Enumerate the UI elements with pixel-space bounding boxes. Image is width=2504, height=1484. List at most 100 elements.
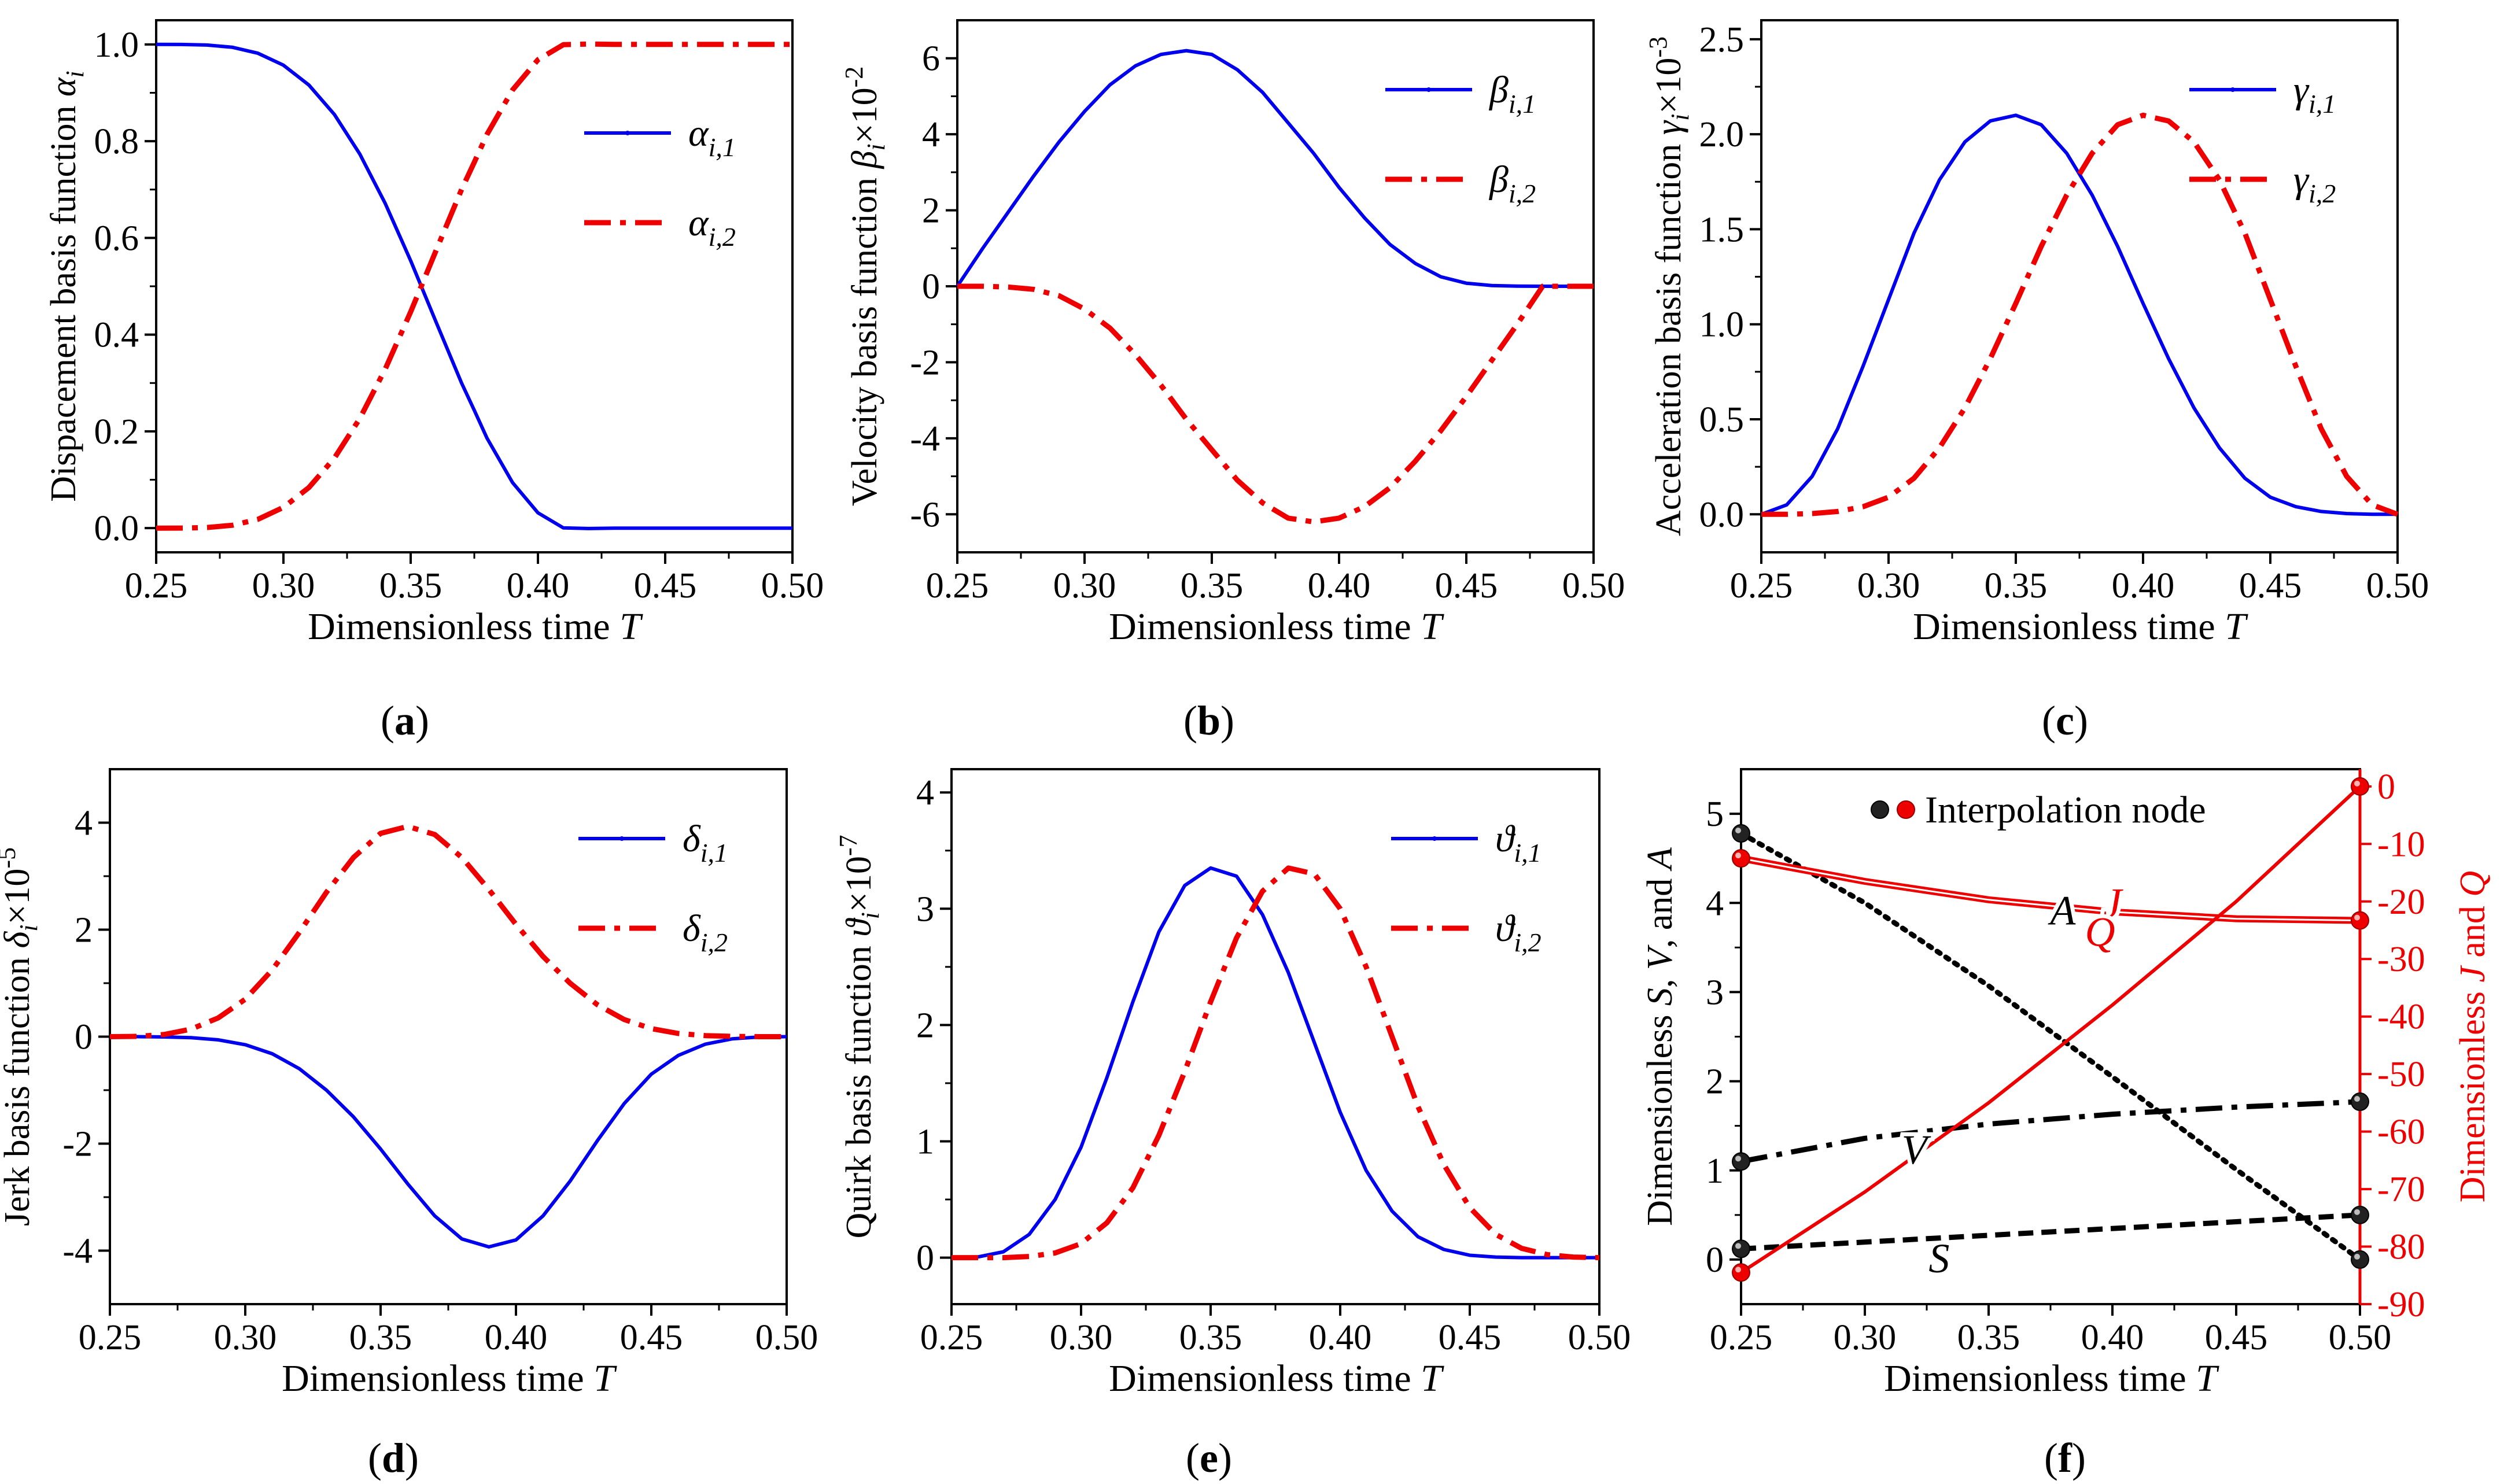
- x-tick-label: 0.30: [1834, 1318, 1897, 1357]
- chart-panel-d: 0.25 0.30 0.35 0.40 0.45 0.50 -4 -2 0 2 4 Dimension…: [0, 768, 818, 1481]
- interpolation-node: [1732, 1152, 1750, 1171]
- y-tick-label: 4: [1706, 884, 1724, 923]
- y-tick-label: 0.8: [94, 122, 139, 161]
- y-tick-label: 2.5: [1699, 20, 1745, 60]
- legend-label: ϑi,1: [1495, 818, 1542, 867]
- x-tick-label: 0.45: [1439, 1318, 1502, 1357]
- y-tick-label: 4: [922, 115, 940, 154]
- x-tick-label: 0.50: [755, 1318, 818, 1357]
- y-right-tick-label: -80: [2377, 1228, 2425, 1267]
- y-right-tick-label: 0: [2377, 767, 2395, 807]
- y-tick-label: 1.5: [1699, 210, 1745, 249]
- series-line-c-i-1: [1760, 113, 2398, 516]
- x-axis-label: Dimensionless time T: [1913, 606, 2248, 648]
- series-line-b-i-2: [957, 283, 1594, 525]
- y-right-tick-label: -70: [2377, 1170, 2425, 1209]
- interpolation-node: [1732, 1239, 1750, 1258]
- chart-panel-c: 0.25 0.30 0.35 0.40 0.45 0.50 0.0 0.5 1.0 1.5 2.0 2…: [1644, 19, 2429, 744]
- x-tick-label: 0.45: [2205, 1318, 2268, 1357]
- interpolation-node: [1732, 849, 1750, 868]
- y-right-tick-label: -90: [2377, 1285, 2425, 1324]
- x-tick-label: 0.50: [761, 566, 824, 606]
- series-line-d-i-1: [110, 1035, 787, 1249]
- x-tick-label: 0.35: [1181, 566, 1244, 606]
- x-tick-label: 0.25: [79, 1318, 142, 1357]
- legend-marker: [2230, 87, 2235, 92]
- y-tick-label: -2: [910, 343, 940, 382]
- y-tick-label: 0: [75, 1018, 93, 1057]
- legend-label: αi,2: [688, 202, 736, 252]
- y-tick-label: 0.2: [94, 412, 139, 452]
- x-tick-label: 0.50: [1562, 566, 1625, 606]
- y-tick-label: 0.0: [94, 509, 139, 548]
- legend-node-black: [1871, 800, 1889, 819]
- y-tick-label: 0: [922, 267, 940, 307]
- chart-panel-a: 0.25 0.30 0.35 0.40 0.45 0.50 0.0 0.2 0.4 0.6 0.8 1…: [44, 19, 824, 744]
- interpolation-node: [2351, 1092, 2369, 1112]
- y-tick-label: 4: [75, 804, 93, 843]
- legend-label: δi,1: [683, 818, 728, 867]
- y-tick-label: -6: [910, 495, 940, 534]
- x-axis-label: Dimensionless time T: [1884, 1357, 2219, 1400]
- x-tick-label: 0.40: [2112, 566, 2175, 606]
- y-axis-label: Quirk basis function ϑi×10-7: [834, 835, 884, 1238]
- series-line-a-i-2: [156, 41, 792, 531]
- x-tick-label: 0.50: [2329, 1318, 2392, 1357]
- legend-label: γi,1: [2293, 69, 2336, 119]
- y-right-tick-label: -50: [2377, 1055, 2425, 1094]
- plot-frame-a: [155, 19, 794, 553]
- x-tick-label: 0.35: [1957, 1318, 2020, 1357]
- y-tick-label: 0.4: [94, 316, 139, 355]
- legend-label: γi,2: [2293, 158, 2336, 208]
- y-tick-label: 2.0: [1699, 115, 1745, 154]
- interpolation-node: [1732, 1263, 1750, 1282]
- x-tick-label: 0.45: [2239, 566, 2302, 606]
- plot-frame-f: [1740, 768, 2361, 1305]
- interpolation-node: [2351, 777, 2369, 796]
- legend-marker: [1432, 836, 1437, 841]
- node-highlight: [1735, 1267, 1741, 1273]
- y-tick-label: 2: [916, 1006, 934, 1045]
- panel-caption-e: (e): [1186, 1435, 1232, 1481]
- legend-marker: [619, 836, 624, 841]
- legend-label: ϑi,2: [1495, 907, 1542, 957]
- legend-label: αi,1: [688, 112, 736, 162]
- node-highlight: [1735, 828, 1741, 833]
- y-tick-label: 2: [922, 191, 940, 231]
- x-tick-label: 0.30: [1857, 566, 1920, 606]
- node-highlight: [2354, 1253, 2360, 1260]
- y-tick-label: -4: [910, 419, 940, 459]
- interpolation-node: [2351, 1205, 2369, 1224]
- x-tick-label: 0.40: [2081, 1318, 2144, 1357]
- y-axis-label-left: Dimensionless S, V, and A: [1640, 847, 1680, 1226]
- x-tick-label: 0.45: [634, 566, 697, 606]
- y-tick-label: 0: [916, 1239, 934, 1278]
- legend-label: Interpolation node: [1925, 789, 2206, 831]
- x-tick-label: 0.30: [252, 566, 315, 606]
- series-line-c-i-2: [1761, 112, 2399, 517]
- node-highlight: [2354, 780, 2360, 787]
- y-axis-label: Acceleration basis function γi×10-3: [1644, 36, 1694, 536]
- x-tick-label: 0.30: [1050, 1318, 1113, 1357]
- x-tick-label: 0.50: [1568, 1318, 1631, 1357]
- x-tick-label: 0.40: [1308, 566, 1371, 606]
- y-tick-label: 6: [922, 39, 940, 79]
- y-right-tick-label: -40: [2377, 998, 2425, 1037]
- y-tick-label: 3: [916, 889, 934, 929]
- interpolation-node: [1732, 824, 1750, 843]
- legend-node-red: [1897, 800, 1915, 819]
- series-line-d-i-2: [109, 824, 787, 1039]
- x-axis-label: Dimensionless time T: [1109, 1357, 1444, 1400]
- x-tick-label: 0.25: [1710, 1318, 1773, 1357]
- x-axis-label: Dimensionless time T: [308, 606, 643, 648]
- node-highlight: [1735, 1156, 1741, 1162]
- y-tick-label: 0.0: [1699, 495, 1745, 534]
- y-tick-label: 4: [916, 773, 934, 813]
- series-line-f-V: [1740, 1099, 2361, 1164]
- x-tick-label: 0.25: [1730, 566, 1793, 606]
- legend-marker: [625, 131, 630, 135]
- node-highlight: [1735, 852, 1741, 859]
- curve-label-Q: Q: [2085, 909, 2115, 955]
- y-tick-label: -2: [62, 1125, 93, 1164]
